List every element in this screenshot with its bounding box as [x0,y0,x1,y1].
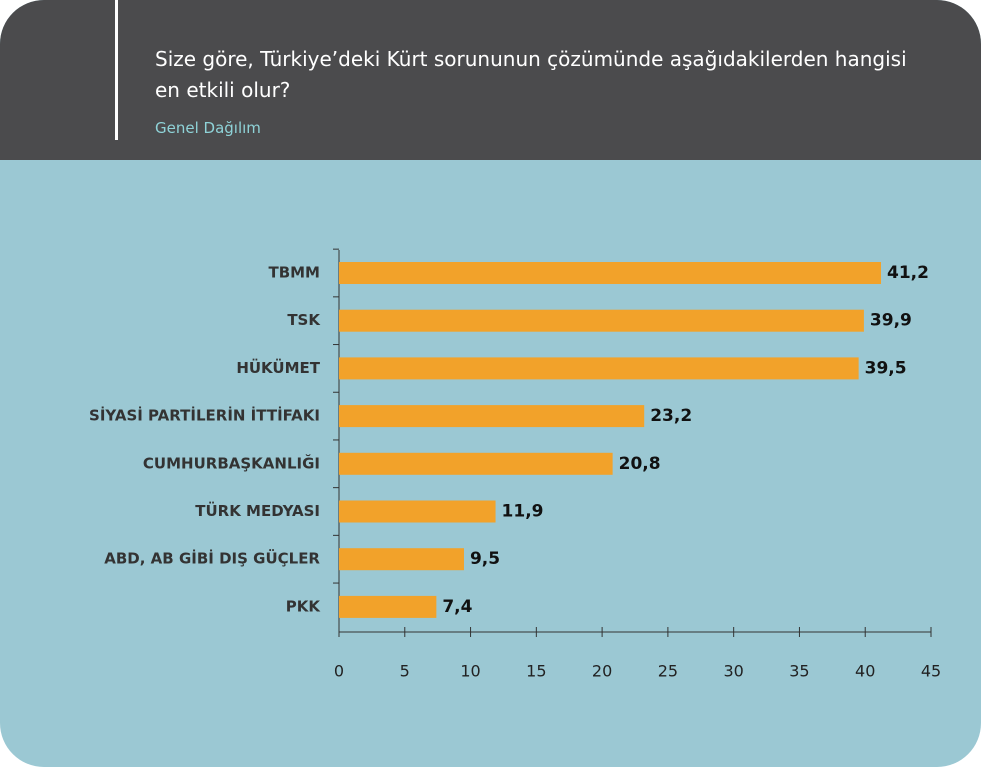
value-label: 9,5 [470,549,500,569]
header [0,0,981,160]
x-tick-label: 5 [400,662,410,681]
bar [339,452,613,475]
category-label: TÜRK MEDYASI [195,501,320,520]
category-label: SİYASİ PARTİLERİN İTTİFAKI [89,406,320,425]
value-label: 7,4 [442,597,472,617]
x-tick-label: 25 [658,662,678,681]
bar [339,595,437,618]
x-tick-label: 15 [526,662,546,681]
x-tick-label: 35 [789,662,809,681]
x-tick-label: 20 [592,662,612,681]
header-rule [115,0,118,140]
value-label: 39,9 [870,311,912,331]
bar [339,500,496,523]
value-label: 41,2 [887,263,929,283]
bar [339,548,464,571]
x-tick-label: 40 [855,662,875,681]
category-label: TSK [287,311,321,329]
bar [339,405,645,428]
bar [339,262,882,284]
chart-title: Size göre, Türkiye’deki Kürt sorununun ç… [155,47,907,102]
category-label: CUMHURBAŞKANLIĞI [143,453,320,472]
value-label: 39,5 [865,358,907,378]
category-label: HÜKÜMET [236,358,320,377]
value-label: 11,9 [502,502,544,522]
chart-subtitle: Genel Dağılım [155,119,261,137]
x-tick-label: 10 [460,662,480,681]
value-label: 23,2 [650,406,692,426]
value-label: 20,8 [619,454,661,474]
x-tick-label: 45 [921,662,941,681]
category-label: PKK [286,597,322,615]
bar [339,309,864,332]
x-tick-label: 0 [334,662,344,681]
category-label: TBMM [268,264,320,282]
category-label: ABD, AB GİBİ DIŞ GÜÇLER [104,549,320,568]
bar [339,357,859,380]
x-tick-label: 30 [723,662,743,681]
